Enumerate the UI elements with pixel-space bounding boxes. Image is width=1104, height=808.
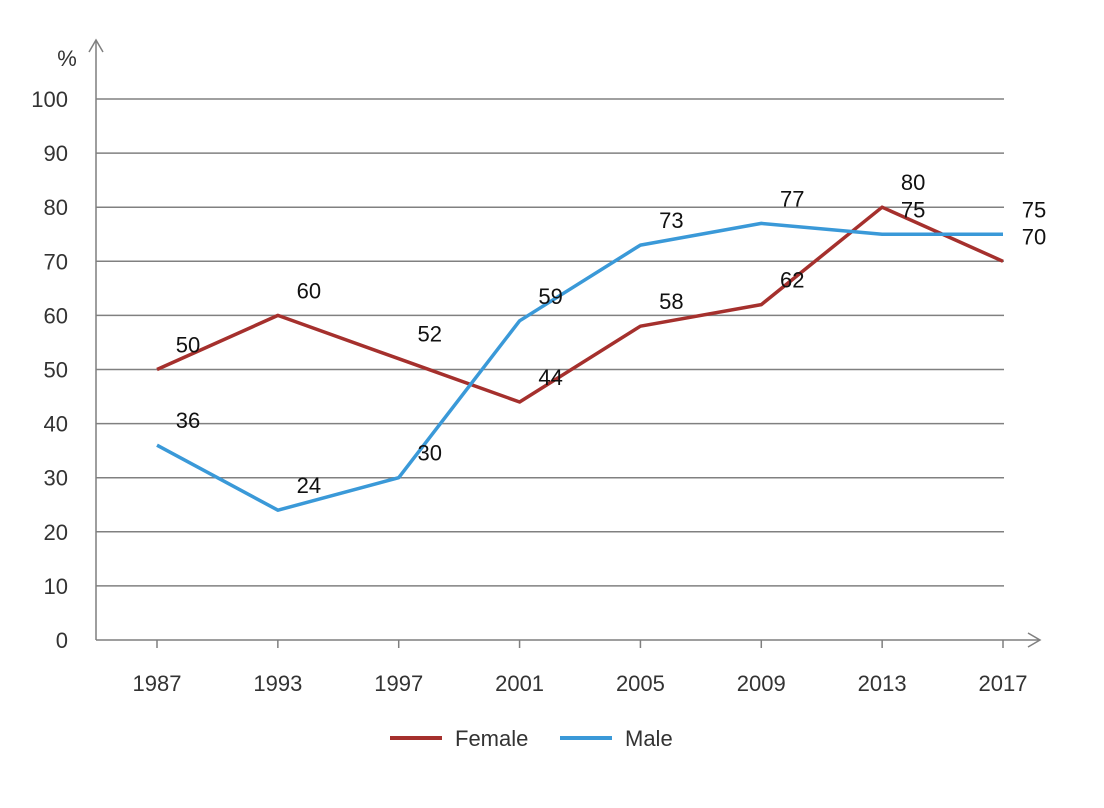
- x-tick-label: 1993: [253, 671, 302, 696]
- data-label-female: 70: [1022, 224, 1046, 249]
- y-tick-label: 70: [44, 249, 68, 274]
- y-tick-label: 100: [31, 87, 68, 112]
- data-label-female: 60: [297, 278, 321, 303]
- y-tick-label: 90: [44, 141, 68, 166]
- x-tick-label: 2013: [858, 671, 907, 696]
- data-label-female: 52: [417, 322, 441, 347]
- x-tick-label: 1997: [374, 671, 423, 696]
- data-labels: 50 60 52 44 58 62 80 70 36 24 30 59 73 77 75 75: [176, 170, 1046, 498]
- data-label-male: 59: [538, 284, 562, 309]
- y-tick-label: 30: [44, 466, 68, 491]
- x-tick-label: 2001: [495, 671, 544, 696]
- y-tick-label: 20: [44, 520, 68, 545]
- data-label-female: 58: [659, 289, 683, 314]
- x-axis-arrow: [1027, 632, 1042, 648]
- series-line-female: [156, 205, 1004, 404]
- x-tick-label: 1987: [133, 671, 182, 696]
- y-tick-label: 10: [44, 574, 68, 599]
- data-label-male: 75: [1022, 197, 1046, 222]
- legend-label-male: Male: [625, 726, 673, 751]
- series-line-male: [156, 221, 1003, 512]
- y-tick-label: 40: [44, 412, 68, 437]
- series-lines: [156, 205, 1004, 512]
- data-label-female: 62: [780, 268, 804, 293]
- y-tick-label: 80: [44, 195, 68, 220]
- y-tick-label: 50: [44, 358, 68, 383]
- x-tick-label: 2017: [979, 671, 1028, 696]
- data-label-female: 50: [176, 333, 200, 358]
- data-label-male: 75: [901, 197, 925, 222]
- data-label-male: 73: [659, 208, 683, 233]
- axes: %: [57, 38, 1042, 648]
- y-axis-unit-label: %: [57, 46, 77, 71]
- data-label-male: 30: [417, 441, 441, 466]
- legend: Female Male: [390, 726, 673, 751]
- y-tick-label: 0: [56, 628, 68, 653]
- data-label-male: 36: [176, 408, 200, 433]
- x-tick-label: 2009: [737, 671, 786, 696]
- legend-label-female: Female: [455, 726, 528, 751]
- gridlines: [96, 98, 1004, 587]
- data-label-female: 44: [538, 365, 562, 390]
- y-axis-arrow: [88, 38, 104, 53]
- data-label-male: 24: [297, 473, 321, 498]
- x-tick-label: 2005: [616, 671, 665, 696]
- x-tick-labels: 1987 1993 1997 2001 2005 2009 2013 2017: [133, 640, 1028, 696]
- y-tick-labels: 0 10 20 30 40 50 60 70 80 90 100: [31, 87, 68, 653]
- y-tick-label: 60: [44, 303, 68, 328]
- data-label-female: 80: [901, 170, 925, 195]
- data-label-male: 77: [780, 186, 804, 211]
